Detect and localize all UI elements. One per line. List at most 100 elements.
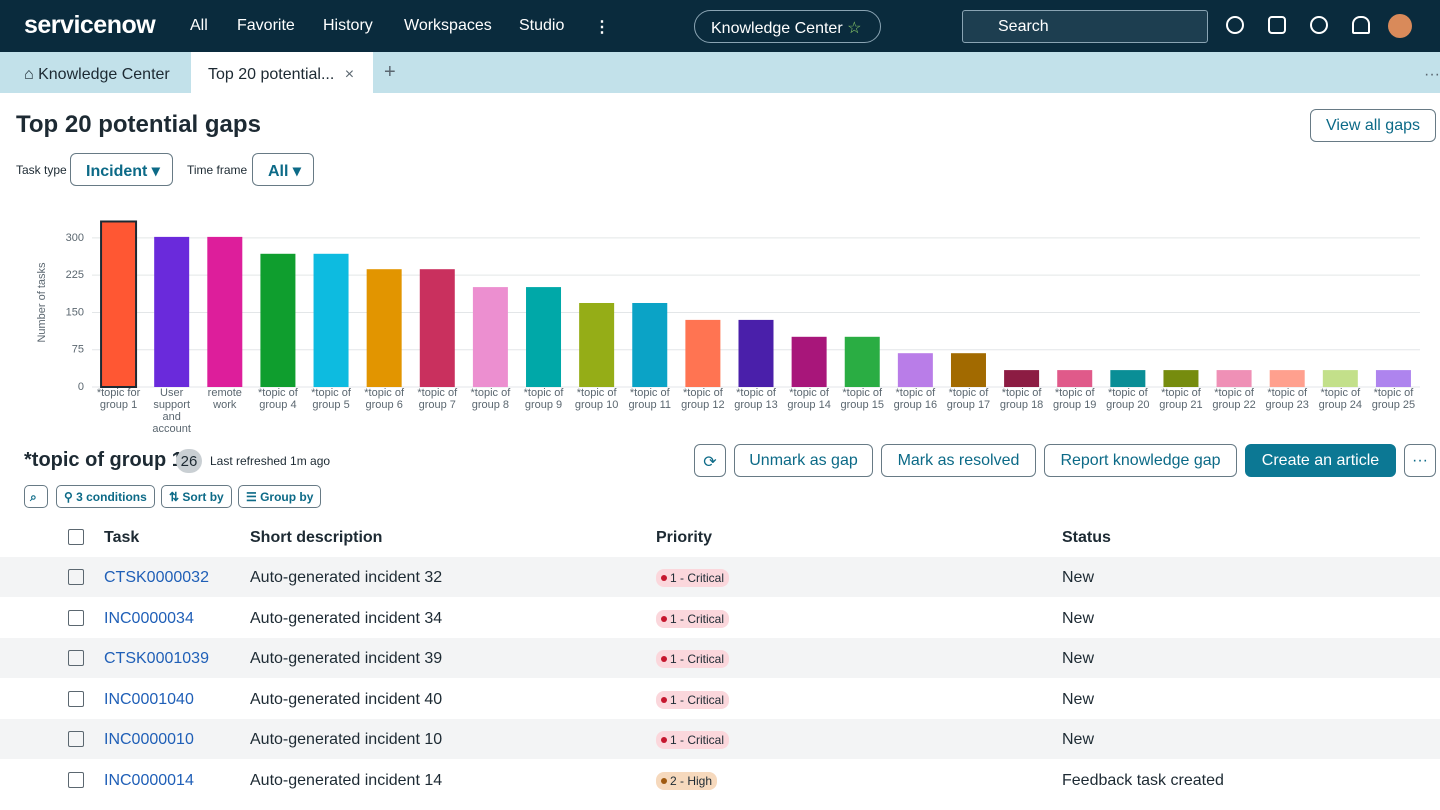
bar[interactable]: [1269, 370, 1305, 387]
bar[interactable]: [685, 319, 721, 387]
logo[interactable]: servicenow: [24, 11, 156, 39]
refresh-info: Last refreshed 1m ago: [210, 454, 331, 468]
create-article[interactable]: Create an article: [1245, 444, 1396, 477]
close-tab[interactable]: ×: [344, 66, 355, 83]
bar[interactable]: [738, 319, 774, 387]
checkbox[interactable]: [68, 731, 84, 747]
bar[interactable]: [100, 220, 138, 388]
bar[interactable]: [366, 269, 402, 387]
bar[interactable]: [1322, 370, 1358, 387]
bell-icon[interactable]: [1352, 16, 1370, 34]
task-link[interactable]: INC0001040: [104, 690, 194, 708]
tab-label: Top 20 potential...: [208, 66, 335, 83]
nav-item[interactable]: Favorite: [237, 17, 295, 34]
task-link[interactable]: INC0000034: [104, 609, 194, 627]
nav-item[interactable]: History: [323, 17, 373, 34]
checkbox[interactable]: [68, 690, 84, 707]
bar[interactable]: [1057, 370, 1093, 387]
task-link[interactable]: INC0000014: [104, 771, 194, 789]
chip-label: Group by: [260, 490, 314, 504]
bar[interactable]: [260, 253, 296, 387]
task-link[interactable]: CTSK0001039: [104, 650, 209, 667]
bar[interactable]: [791, 336, 827, 387]
help-icon[interactable]: [1310, 16, 1328, 34]
bar[interactable]: [1163, 370, 1199, 387]
bar[interactable]: [419, 269, 455, 387]
tab-menu[interactable]: ···: [1424, 66, 1440, 83]
table-row[interactable]: INC0001040 Auto-generated incident 40 1 - …: [0, 679, 1440, 719]
x-tick-label: *topic for group 1: [96, 387, 141, 411]
nav-item[interactable]: All: [190, 17, 208, 34]
action-button[interactable]: Unmark as gap: [734, 444, 873, 477]
column-header[interactable]: Priority: [656, 529, 713, 546]
bar[interactable]: [579, 302, 615, 387]
x-tick-label: *topic of group 12: [681, 387, 725, 411]
column-header[interactable]: Status: [1062, 529, 1111, 546]
action-button[interactable]: Report knowledge gap: [1044, 444, 1237, 477]
table-row[interactable]: CTSK0000032 Auto-generated incident 32 1 -…: [0, 557, 1440, 597]
group-chip[interactable]: ☰ Group by: [238, 485, 322, 508]
bar[interactable]: [472, 287, 508, 387]
task-link[interactable]: INC0000010: [104, 731, 194, 748]
column-header[interactable]: Task: [104, 529, 140, 546]
bar[interactable]: [313, 253, 349, 387]
bar[interactable]: [1216, 370, 1252, 387]
bar[interactable]: [897, 353, 933, 387]
table-row[interactable]: INC0000034 Auto-generated incident 34 1 - …: [0, 598, 1440, 638]
x-tick-label: *topic of group 6: [364, 387, 405, 411]
status: New: [1062, 690, 1095, 708]
description: Auto-generated incident 39: [250, 650, 443, 667]
column-header[interactable]: Short description: [250, 529, 383, 546]
view-all-gaps[interactable]: View all gaps: [1310, 109, 1436, 142]
checkbox[interactable]: [68, 609, 84, 626]
checkbox[interactable]: [68, 569, 84, 585]
bar[interactable]: [154, 236, 190, 387]
x-tick-label: *topic of group 15: [840, 387, 884, 411]
filter-select[interactable]: Incident ▾: [70, 153, 173, 186]
tab[interactable]: ⌂ Knowledge Center: [24, 66, 170, 83]
filter-label: Task type: [16, 163, 67, 177]
x-tick-label: *topic of group 8: [470, 387, 511, 411]
nav-item[interactable]: Studio: [519, 17, 565, 34]
workspace-pill[interactable]: Knowledge Center ☆: [694, 10, 881, 43]
description: Auto-generated incident 32: [250, 569, 443, 586]
checkbox[interactable]: [68, 650, 84, 666]
x-tick-label: *topic of group 19: [1053, 387, 1097, 411]
x-tick-label: *topic of group 21: [1159, 387, 1203, 411]
search-box[interactable]: Search: [962, 10, 1208, 43]
bar[interactable]: [844, 336, 880, 387]
table-row[interactable]: CTSK0001039 Auto-generated incident 39 1 -…: [0, 638, 1440, 678]
chip-label: Sort by: [182, 490, 224, 504]
bar[interactable]: [526, 287, 562, 387]
search-chip[interactable]: ⌕: [24, 485, 48, 508]
bar[interactable]: [1375, 370, 1411, 387]
priority-badge: 1 - Critical: [656, 690, 730, 709]
checkbox[interactable]: [68, 771, 84, 788]
globe-icon[interactable]: [1226, 16, 1244, 34]
more-menu[interactable]: ⋮: [594, 19, 610, 36]
more-actions[interactable]: ···: [1404, 444, 1436, 477]
action-button[interactable]: Mark as resolved: [881, 444, 1036, 477]
status: Feedback task created: [1062, 771, 1224, 789]
bar[interactable]: [1110, 370, 1146, 387]
refresh-button[interactable]: ⟳: [694, 444, 726, 477]
filter-select[interactable]: All ▾: [252, 153, 314, 186]
bar[interactable]: [1004, 370, 1040, 387]
tab-active[interactable]: Top 20 potential... ×: [191, 52, 373, 93]
bar[interactable]: [207, 236, 243, 387]
task-link[interactable]: CTSK0000032: [104, 569, 209, 586]
add-tab[interactable]: +: [384, 61, 396, 83]
sort-chip[interactable]: ⇅ Sort by: [161, 485, 232, 508]
tab-label: Knowledge Center: [38, 66, 170, 83]
filter-chip[interactable]: ⚲ 3 conditions: [56, 485, 155, 508]
star-icon[interactable]: ☆: [847, 20, 862, 37]
table-row[interactable]: INC0000010 Auto-generated incident 10 1 - …: [0, 719, 1440, 759]
table-row[interactable]: INC0000014 Auto-generated incident 14 2 - …: [0, 760, 1440, 800]
checkbox[interactable]: [68, 529, 84, 545]
chat-icon[interactable]: [1268, 16, 1286, 34]
avatar[interactable]: [1388, 14, 1412, 38]
priority-badge: 2 - High: [656, 771, 718, 790]
bar[interactable]: [950, 353, 986, 387]
nav-item[interactable]: Workspaces: [404, 17, 492, 34]
bar[interactable]: [632, 302, 668, 387]
